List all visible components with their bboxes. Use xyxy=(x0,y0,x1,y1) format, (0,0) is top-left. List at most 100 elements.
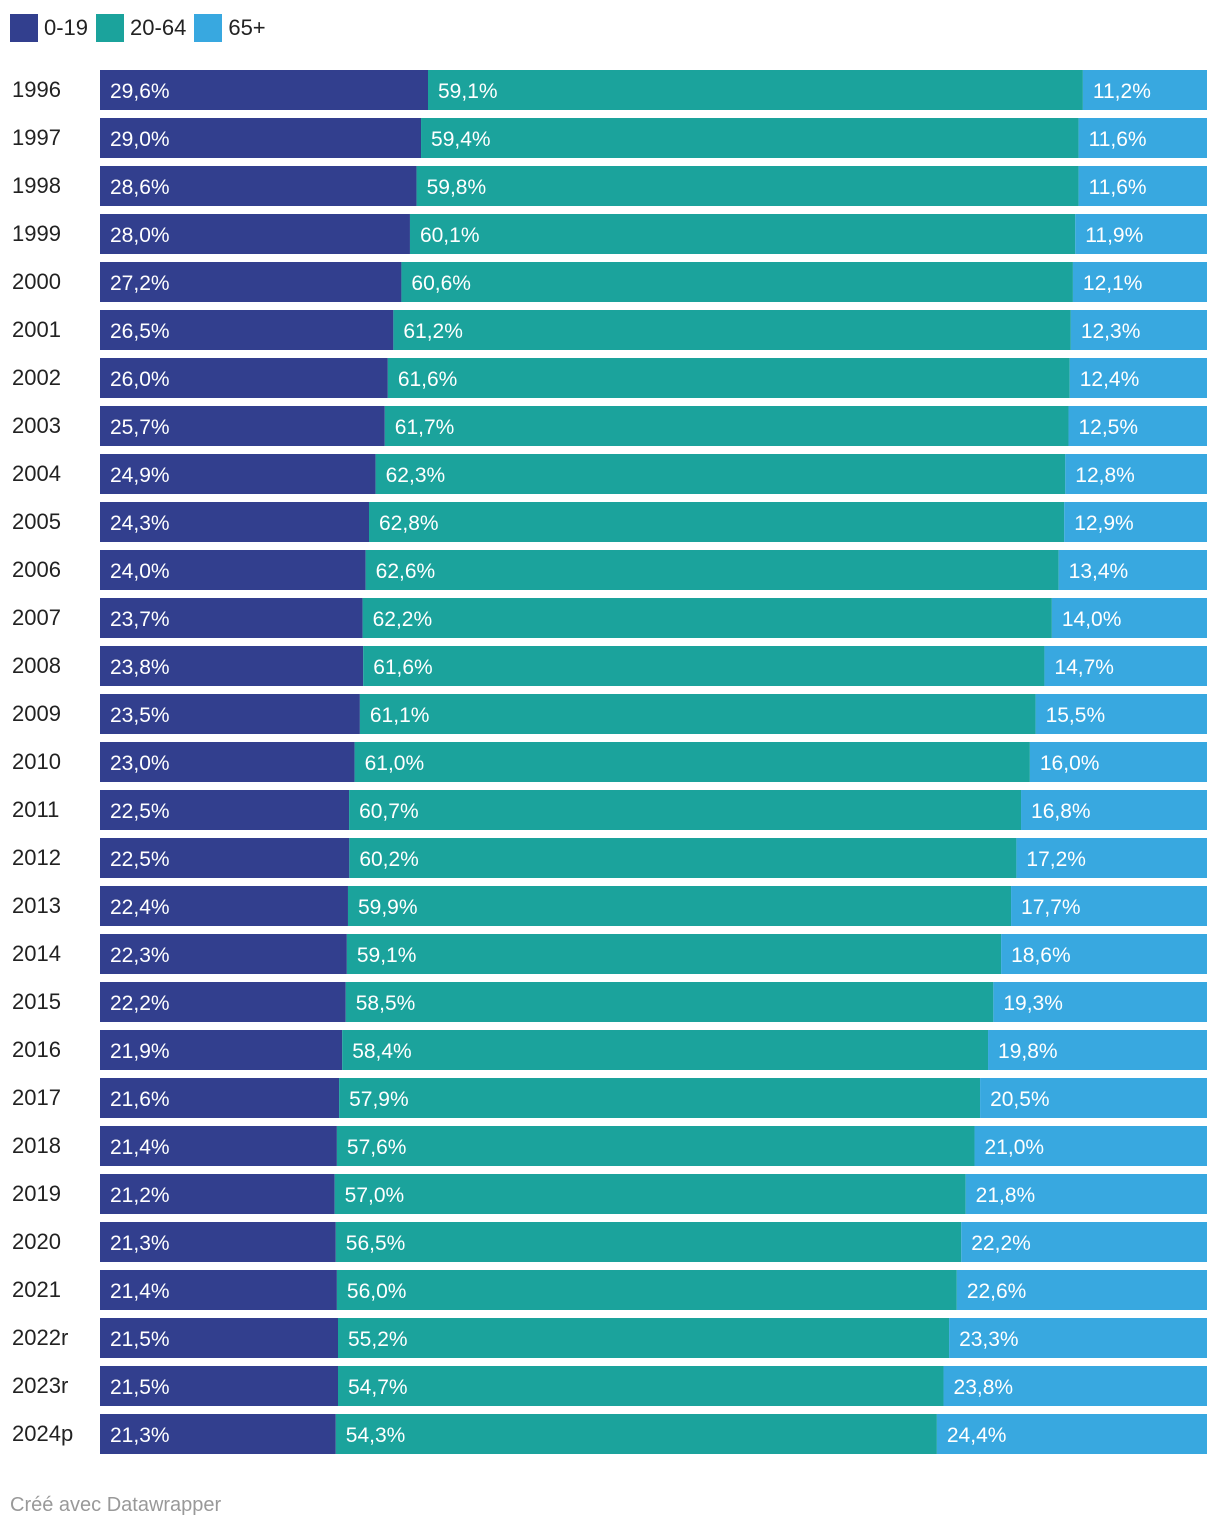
legend-swatch-20-64 xyxy=(96,14,125,42)
bar-0-19-2024p xyxy=(100,1414,336,1454)
bar-0-19-1999 xyxy=(100,214,410,254)
category-label-2020: 2020 xyxy=(12,1229,61,1254)
bar-65-1999 xyxy=(1075,214,1207,254)
data-label-65-2015: 19,3% xyxy=(1003,992,1063,1015)
category-label-2004: 2004 xyxy=(12,461,61,486)
bar-0-19-2001 xyxy=(100,310,394,350)
bar-65-2010 xyxy=(1029,742,1207,782)
data-label-65-2002: 12,4% xyxy=(1080,368,1140,391)
chart-legend: 0-19 20-64 65+ xyxy=(10,14,274,42)
data-label-0-19-1996: 29,6% xyxy=(110,80,170,103)
bar-20-64-2014 xyxy=(346,934,1002,974)
bar-0-19-2010 xyxy=(100,742,355,782)
bar-0-19-2007 xyxy=(100,598,363,638)
data-label-65-2005: 12,9% xyxy=(1074,512,1134,535)
credit-footer: Créé avec Datawrapper xyxy=(10,1494,222,1516)
data-label-0-19-2008: 23,8% xyxy=(110,656,170,679)
data-label-20-64-2023r: 54,7% xyxy=(348,1376,408,1399)
data-label-65-2017: 20,5% xyxy=(990,1088,1050,1111)
bar-20-64-1998 xyxy=(416,166,1079,206)
legend-label-0-19: 0-19 xyxy=(44,15,89,40)
category-label-2011: 2011 xyxy=(12,797,59,822)
bar-20-64-2010 xyxy=(354,742,1030,782)
bar-20-64-2013 xyxy=(347,886,1012,926)
data-label-20-64-2016: 58,4% xyxy=(352,1040,412,1063)
data-label-0-19-2022r: 21,5% xyxy=(110,1328,170,1351)
bar-20-64-2011 xyxy=(349,790,1022,830)
bar-0-19-2023r xyxy=(100,1366,338,1406)
data-label-20-64-2022r: 55,2% xyxy=(348,1328,408,1351)
data-label-20-64-2021: 56,0% xyxy=(347,1280,407,1303)
category-label-1998: 1998 xyxy=(12,173,61,198)
bar-20-64-2012 xyxy=(349,838,1017,878)
bar-0-19-2004 xyxy=(100,454,376,494)
bar-65-2020 xyxy=(961,1222,1207,1262)
bar-20-64-2023r xyxy=(338,1366,944,1406)
data-label-0-19-2016: 21,9% xyxy=(110,1040,170,1063)
bar-65-2007 xyxy=(1051,598,1207,638)
bar-65-2009 xyxy=(1035,694,1207,734)
bar-20-64-1999 xyxy=(409,214,1076,254)
bar-65-2008 xyxy=(1044,646,1207,686)
data-label-20-64-2014: 59,1% xyxy=(357,944,417,967)
bar-0-19-2015 xyxy=(100,982,346,1022)
bar-0-19-2014 xyxy=(100,934,347,974)
data-label-0-19-2020: 21,3% xyxy=(110,1232,170,1255)
data-label-65-2001: 12,3% xyxy=(1081,320,1141,343)
bar-0-19-2003 xyxy=(100,406,385,446)
data-label-65-2006: 13,4% xyxy=(1069,560,1129,583)
bar-0-19-2019 xyxy=(100,1174,335,1214)
bar-65-2015 xyxy=(993,982,1207,1022)
bar-20-64-2017 xyxy=(339,1078,981,1118)
legend-swatch-65-plus xyxy=(194,14,223,42)
bar-20-64-2018 xyxy=(336,1126,975,1166)
data-label-65-2007: 14,0% xyxy=(1062,608,1122,631)
category-label-2023r: 2023r xyxy=(12,1373,68,1398)
bar-20-64-2024p xyxy=(335,1414,937,1454)
data-label-0-19-1999: 28,0% xyxy=(110,224,170,247)
bar-65-2014 xyxy=(1001,934,1207,974)
bar-65-1997 xyxy=(1078,118,1207,158)
category-label-2012: 2012 xyxy=(12,845,61,870)
bar-65-2004 xyxy=(1065,454,1207,494)
data-label-20-64-2005: 62,8% xyxy=(379,512,439,535)
category-label-2008: 2008 xyxy=(12,653,61,678)
category-label-2017: 2017 xyxy=(12,1085,61,1110)
data-label-65-2016: 19,8% xyxy=(998,1040,1058,1063)
data-label-20-64-2010: 61,0% xyxy=(365,752,425,775)
bar-65-2018 xyxy=(974,1126,1207,1166)
data-label-65-2009: 15,5% xyxy=(1046,704,1106,727)
bar-0-19-2016 xyxy=(100,1030,343,1070)
data-label-0-19-2021: 21,4% xyxy=(110,1280,170,1303)
data-label-0-19-2007: 23,7% xyxy=(110,608,170,631)
bar-20-64-2000 xyxy=(401,262,1073,302)
data-label-0-19-2018: 21,4% xyxy=(110,1136,170,1159)
category-label-1996: 1996 xyxy=(12,77,61,102)
data-label-65-1996: 11,2% xyxy=(1093,80,1151,103)
category-label-2010: 2010 xyxy=(12,749,61,774)
bar-0-19-2013 xyxy=(100,886,348,926)
category-label-2000: 2000 xyxy=(12,269,61,294)
bar-20-64-2020 xyxy=(335,1222,962,1262)
data-label-0-19-2012: 22,5% xyxy=(110,848,170,871)
data-label-65-2000: 12,1% xyxy=(1083,272,1143,295)
bar-0-19-2002 xyxy=(100,358,388,398)
bar-65-2012 xyxy=(1016,838,1207,878)
bar-0-19-1998 xyxy=(100,166,417,206)
data-label-20-64-2002: 61,6% xyxy=(398,368,458,391)
data-label-20-64-2006: 62,6% xyxy=(376,560,436,583)
data-label-20-64-1998: 59,8% xyxy=(427,176,487,199)
legend-label-20-64: 20-64 xyxy=(130,15,187,40)
legend-item-0-19: 0-19 xyxy=(10,14,88,42)
data-label-65-2010: 16,0% xyxy=(1040,752,1100,775)
data-label-65-2004: 12,8% xyxy=(1075,464,1135,487)
data-label-20-64-2007: 62,2% xyxy=(373,608,433,631)
bar-0-19-2021 xyxy=(100,1270,337,1310)
category-label-2003: 2003 xyxy=(12,413,61,438)
bar-0-19-2000 xyxy=(100,262,402,302)
bar-65-2011 xyxy=(1021,790,1207,830)
data-label-65-2008: 14,7% xyxy=(1054,656,1114,679)
data-label-20-64-2018: 57,6% xyxy=(347,1136,407,1159)
bar-0-19-2008 xyxy=(100,646,364,686)
data-label-0-19-2013: 22,4% xyxy=(110,896,170,919)
